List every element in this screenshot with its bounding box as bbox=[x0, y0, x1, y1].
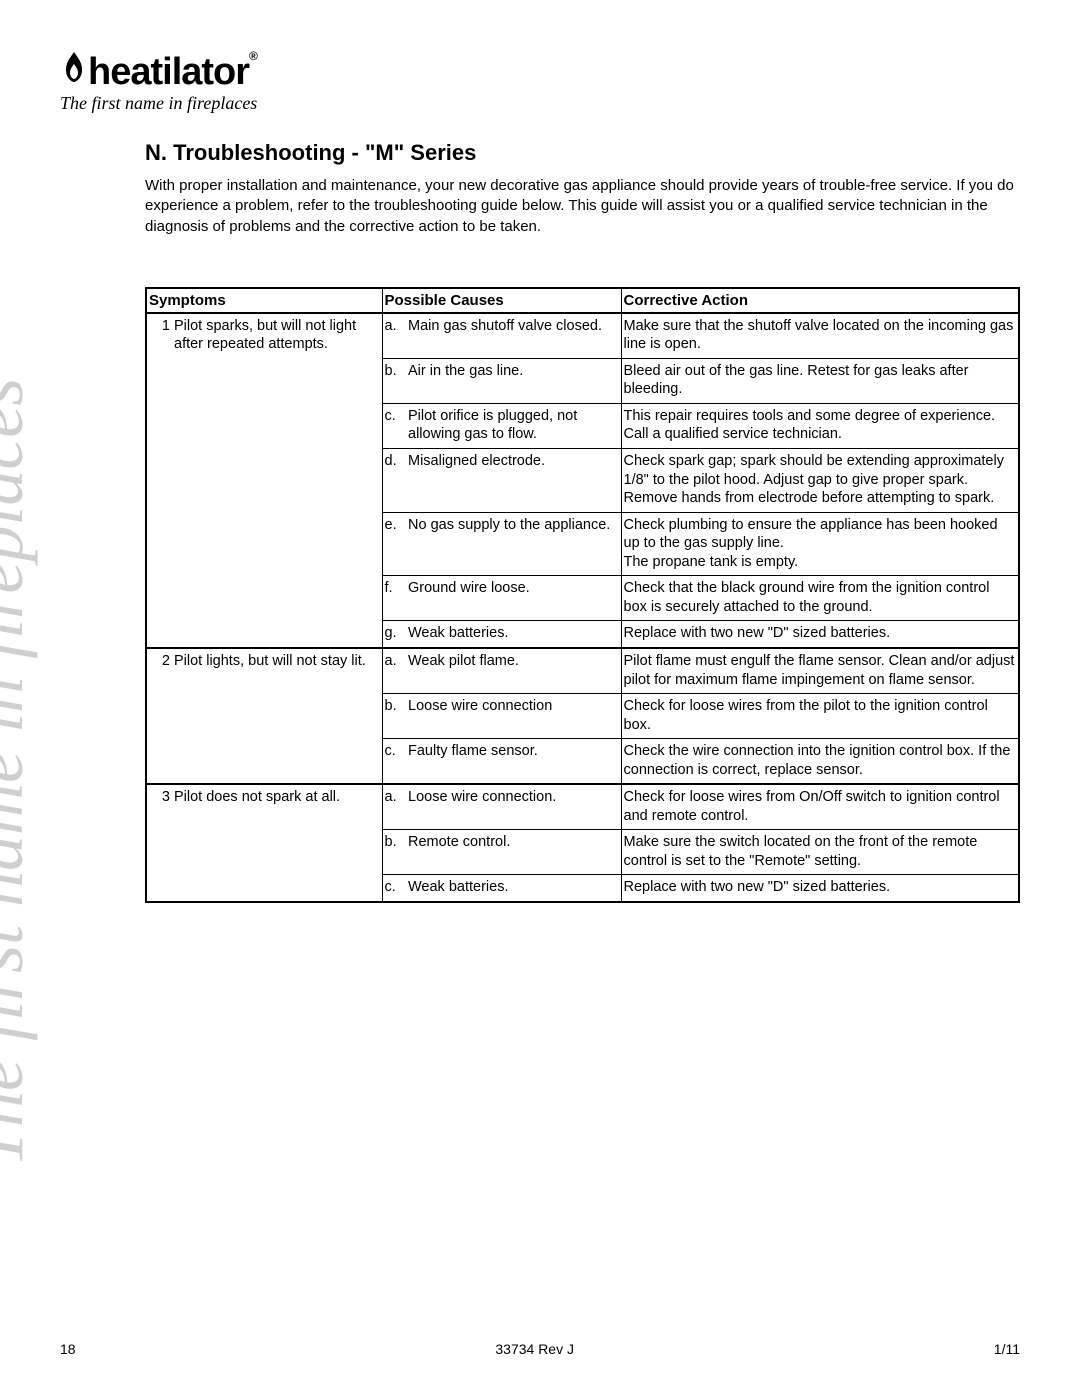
cause-text: Weak batteries. bbox=[406, 621, 621, 648]
cause-text: Pilot orifice is plugged, not allowing g… bbox=[406, 403, 621, 448]
footer-doc-id: 33734 Rev J bbox=[495, 1341, 574, 1357]
action-text: Check spark gap; spark should be extendi… bbox=[621, 449, 1019, 513]
cause-letter: a. bbox=[382, 784, 406, 830]
cause-text: Remote control. bbox=[406, 830, 621, 875]
cause-text: Faulty flame sensor. bbox=[406, 739, 621, 785]
action-text: Make sure that the shutoff valve located… bbox=[621, 313, 1019, 359]
action-text: Check for loose wires from the pilot to … bbox=[621, 694, 1019, 739]
cause-text: Misaligned electrode. bbox=[406, 449, 621, 513]
action-text: Check for loose wires from On/Off switch… bbox=[621, 784, 1019, 830]
table-header: Symptoms Possible Causes Corrective Acti… bbox=[146, 288, 1019, 313]
cause-letter: e. bbox=[382, 512, 406, 576]
footer-date: 1/11 bbox=[994, 1341, 1020, 1357]
symptom-text: Pilot sparks, but will not light after r… bbox=[172, 313, 382, 648]
cause-letter: a. bbox=[382, 313, 406, 359]
action-text: Check that the black ground wire from th… bbox=[621, 576, 1019, 621]
symptom-number: 1 bbox=[146, 313, 172, 648]
table-body: 1Pilot sparks, but will not light after … bbox=[146, 313, 1019, 902]
cause-text: Ground wire loose. bbox=[406, 576, 621, 621]
troubleshooting-table: Symptoms Possible Causes Corrective Acti… bbox=[145, 287, 1020, 903]
symptom-text: Pilot does not spark at all. bbox=[172, 784, 382, 902]
cause-letter: g. bbox=[382, 621, 406, 648]
section-title: N. Troubleshooting - "M" Series bbox=[145, 140, 1020, 166]
brand-logo: heatilator® The first name in fireplaces bbox=[60, 50, 257, 114]
symptom-number: 3 bbox=[146, 784, 172, 902]
logo-tagline: The first name in fireplaces bbox=[60, 93, 257, 114]
cause-letter: c. bbox=[382, 403, 406, 448]
action-text: Bleed air out of the gas line. Retest fo… bbox=[621, 358, 1019, 403]
action-text: Replace with two new "D" sized batteries… bbox=[621, 875, 1019, 902]
cause-letter: b. bbox=[382, 358, 406, 403]
symptom-number: 2 bbox=[146, 648, 172, 784]
action-text: Check the wire connection into the ignit… bbox=[621, 739, 1019, 785]
table-row: 1Pilot sparks, but will not light after … bbox=[146, 313, 1019, 359]
cause-text: No gas supply to the appliance. bbox=[406, 512, 621, 576]
cause-letter: c. bbox=[382, 875, 406, 902]
cause-text: Air in the gas line. bbox=[406, 358, 621, 403]
cause-text: Loose wire connection bbox=[406, 694, 621, 739]
action-text: This repair requires tools and some degr… bbox=[621, 403, 1019, 448]
page: heatilator® The first name in fireplaces… bbox=[0, 0, 1080, 1397]
action-text: Check plumbing to ensure the appliance h… bbox=[621, 512, 1019, 576]
table-row: 3Pilot does not spark at all.a.Loose wir… bbox=[146, 784, 1019, 830]
table-row: 2Pilot lights, but will not stay lit.a.W… bbox=[146, 648, 1019, 694]
action-text: Make sure the switch located on the fron… bbox=[621, 830, 1019, 875]
cause-text: Loose wire connection. bbox=[406, 784, 621, 830]
cause-text: Weak batteries. bbox=[406, 875, 621, 902]
action-text: Pilot flame must engulf the flame sensor… bbox=[621, 648, 1019, 694]
col-causes: Possible Causes bbox=[382, 288, 621, 313]
col-symptoms: Symptoms bbox=[146, 288, 382, 313]
flame-icon bbox=[60, 50, 88, 84]
cause-letter: c. bbox=[382, 739, 406, 785]
logo-wordmark: heatilator® bbox=[60, 50, 257, 91]
watermark-text: The first name in fireplaces bbox=[0, 378, 40, 1167]
logo-text: heatilator bbox=[88, 51, 249, 93]
cause-letter: f. bbox=[382, 576, 406, 621]
cause-letter: d. bbox=[382, 449, 406, 513]
content-area: N. Troubleshooting - "M" Series With pro… bbox=[145, 140, 1020, 903]
cause-letter: b. bbox=[382, 830, 406, 875]
action-text: Replace with two new "D" sized batteries… bbox=[621, 621, 1019, 648]
page-footer: 18 33734 Rev J 1/11 bbox=[60, 1341, 1020, 1357]
intro-paragraph: With proper installation and maintenance… bbox=[145, 176, 1020, 237]
footer-page-number: 18 bbox=[60, 1341, 76, 1357]
cause-letter: a. bbox=[382, 648, 406, 694]
cause-text: Main gas shutoff valve closed. bbox=[406, 313, 621, 359]
cause-letter: b. bbox=[382, 694, 406, 739]
col-action: Corrective Action bbox=[621, 288, 1019, 313]
symptom-text: Pilot lights, but will not stay lit. bbox=[172, 648, 382, 784]
registered-mark: ® bbox=[249, 49, 257, 63]
cause-text: Weak pilot flame. bbox=[406, 648, 621, 694]
